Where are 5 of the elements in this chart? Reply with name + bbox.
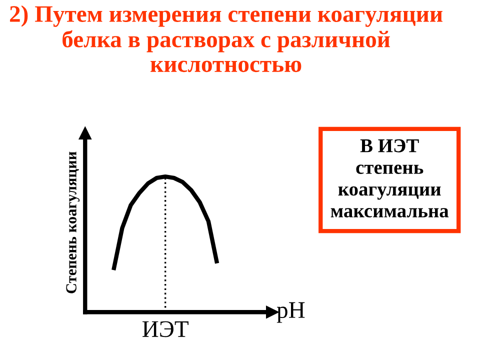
- text: В ИЭТ степень коагуляции максимальна: [330, 139, 449, 218]
- y-axis-title: Степень коагуляции: [66, 152, 80, 294]
- x-axis-title: pH: [276, 302, 305, 323]
- text: ИЭТ: [142, 321, 188, 338]
- chart-title: 2) Путем измерения степени коагуляции белка в растворах с различной кислотностью: [10, 5, 442, 72]
